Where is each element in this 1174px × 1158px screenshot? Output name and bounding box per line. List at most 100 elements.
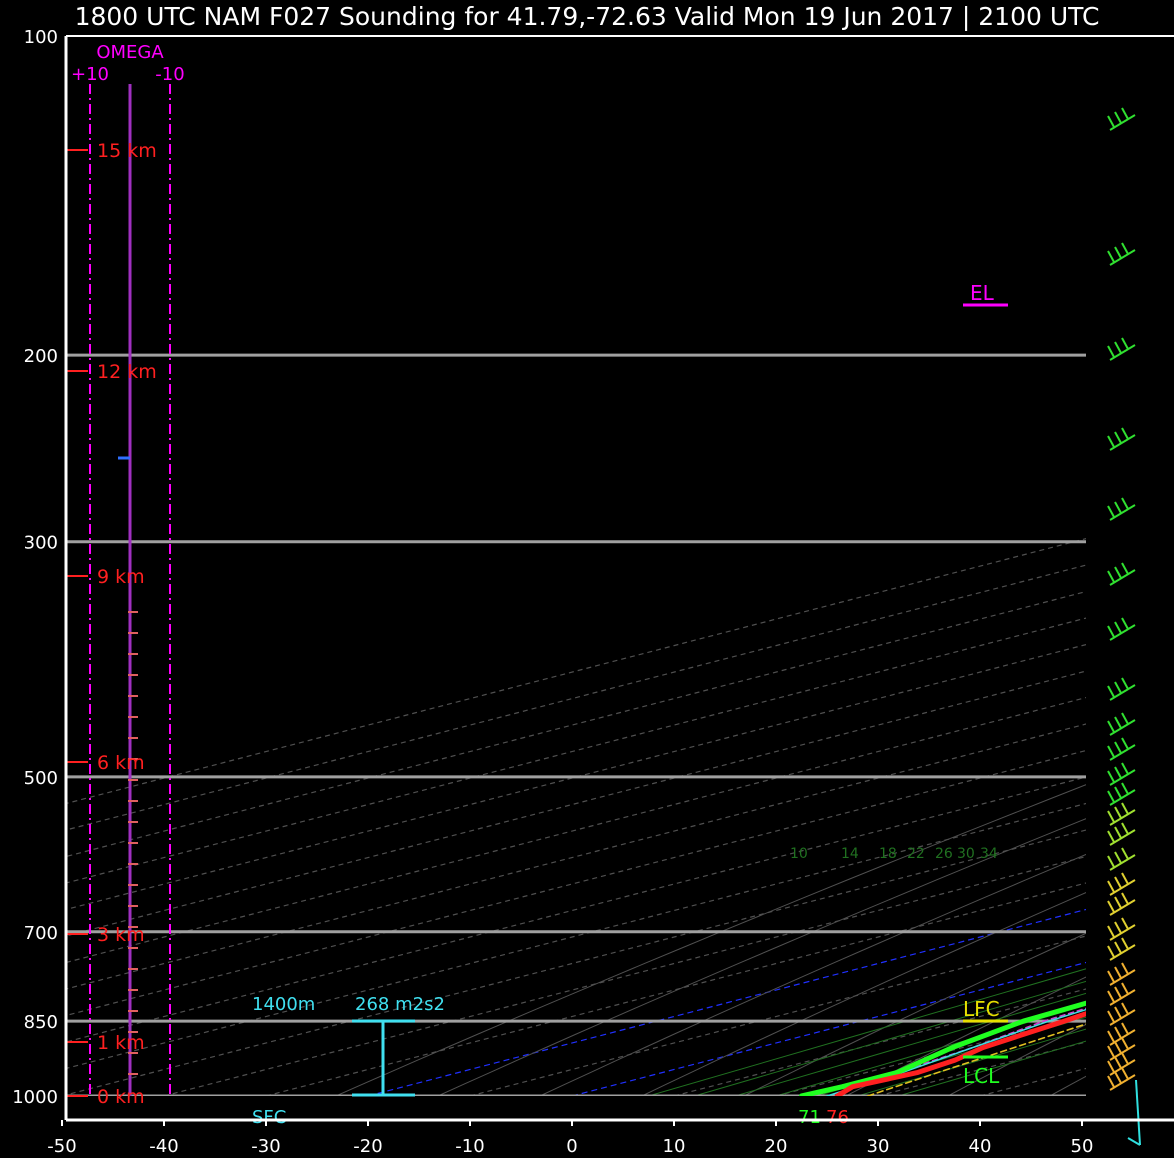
height-label: 0 km (97, 1086, 145, 1108)
dry-adiabat-line (946, 1023, 1086, 1096)
wind-barb (1107, 917, 1136, 941)
wind-barb (1107, 242, 1136, 266)
wind-barb (1107, 822, 1136, 846)
wind-barb (1107, 847, 1136, 871)
pressure-tick-label: 700 (24, 923, 58, 944)
temp-tick-label: 0 (566, 1136, 577, 1157)
annotations: EL LFC LCL 1400m 268 m2s2 SFC 71 76 (248, 281, 1008, 1128)
wind-barb (1107, 1037, 1136, 1061)
mixing-ratio-line (694, 980, 1086, 1096)
isotherm-line (66, 829, 1086, 1096)
dry-adiabat-line (844, 976, 1086, 1096)
mixing-ratio-line (775, 1004, 1086, 1096)
wind-barb (1107, 962, 1136, 986)
temp-tick-label: -40 (149, 1136, 178, 1157)
height-label: 1 km (97, 1032, 145, 1054)
mixing-ratio-line (648, 968, 1086, 1096)
wind-barb (1107, 872, 1136, 896)
mixing-ratio-line (898, 1040, 1086, 1096)
wind-barb (1107, 497, 1136, 521)
temp-tick-label: 50 (1071, 1136, 1094, 1157)
temperature-line (834, 1011, 1086, 1096)
temp-tick-label: 20 (765, 1136, 788, 1157)
isotherm-line (163, 855, 1086, 1096)
isotherm-line (469, 935, 1086, 1096)
pressure-tick-label: 200 (24, 346, 58, 367)
el-label: EL (970, 281, 995, 305)
mixing-ratio-label: 18 (879, 846, 897, 862)
lfc-label: LFC (963, 997, 1000, 1021)
wind-barb (1107, 1067, 1136, 1091)
wind-barb (1107, 892, 1136, 916)
wind-barb (1107, 1052, 1136, 1076)
isotherm-line (66, 776, 1086, 1043)
isotherm-line (1081, 1094, 1086, 1096)
dry-adiabat-line (742, 932, 1086, 1096)
background-lines: 10 14 18 22 26 30 34 (66, 353, 1086, 1096)
height-axis: 15 km 12 km 9 km 6 km 3 km 1 km 0 km (66, 140, 157, 1108)
isotherm-line (673, 988, 1086, 1096)
isotherm-line (66, 696, 1086, 964)
isotherm-line (66, 749, 1086, 1017)
wind-barb (1107, 107, 1136, 131)
temp-tick-label: -20 (353, 1136, 382, 1157)
wind-barb (1107, 677, 1136, 701)
mixing-ratio-label: 34 (980, 846, 998, 862)
wind-barb (1107, 982, 1136, 1006)
srh-depth-label: 1400m (252, 994, 315, 1015)
isotherm-line (66, 564, 1086, 831)
wind-barb (1107, 427, 1136, 451)
wind-barb (1107, 937, 1136, 961)
series-lines (799, 1000, 1086, 1096)
dry-adiabat-line (436, 818, 1086, 1096)
height-label: 15 km (97, 140, 157, 162)
mixing-ratio-line (857, 1028, 1086, 1096)
srh-bracket (352, 1019, 415, 1097)
wind-barbs (1107, 107, 1141, 1146)
wind-barb (1107, 737, 1136, 761)
height-label: 3 km (97, 924, 145, 946)
wind-barb (1107, 802, 1136, 826)
isotherm-line (66, 537, 1086, 805)
temp-tick-label: 40 (969, 1136, 992, 1157)
wind-barb (1107, 337, 1136, 361)
wind-barb (1107, 562, 1136, 586)
chart-title: 1800 UTC NAM F027 Sounding for 41.79,-72… (74, 2, 1100, 31)
height-label: 6 km (97, 752, 145, 774)
pressure-tick-label: 1000 (12, 1087, 58, 1108)
isotherm-line (367, 908, 1086, 1096)
pressure-tick-label: 850 (24, 1012, 58, 1033)
sfc-temp-label: 76 (826, 1107, 849, 1128)
omega-left-label: +10 (71, 64, 109, 85)
wind-barb (1107, 712, 1136, 736)
pressure-tick-label: 100 (24, 27, 58, 48)
height-label: 9 km (97, 566, 145, 588)
wind-barb (1107, 1002, 1136, 1026)
isotherm-line (66, 617, 1086, 884)
dewpoint-line (799, 1000, 1086, 1096)
isotherm-line (265, 882, 1086, 1096)
wind-barb (1107, 762, 1136, 786)
isotherm-line (66, 802, 1086, 1070)
isotherm-line (66, 590, 1086, 858)
temp-tick-label: -50 (47, 1136, 76, 1157)
temp-tick-label: 30 (867, 1136, 890, 1157)
dry-adiabat-line (1048, 1075, 1086, 1096)
temp-tick-label: -30 (251, 1136, 280, 1157)
wind-barb (1107, 1022, 1136, 1046)
dry-adiabat-line (538, 853, 1086, 1096)
mixing-ratio-label: 30 (957, 846, 975, 862)
axes: 100 200 300 500 700 850 1000 -50 -40 -30 -20 -10 0 10… (12, 27, 1174, 1157)
isotherm-line (66, 643, 1086, 911)
pressure-tick-label: 300 (24, 533, 58, 554)
temp-tick-label: 10 (663, 1136, 686, 1157)
temp-tick-label: -10 (455, 1136, 484, 1157)
mixing-ratio-line (816, 1016, 1086, 1096)
isotherm-line (877, 1041, 1086, 1096)
mixing-ratio-label: 10 (790, 846, 808, 862)
wind-barb (1107, 782, 1136, 806)
omega-panel: OMEGA+10 -10 (71, 42, 185, 1096)
height-label: 12 km (97, 361, 157, 383)
sfc-label: SFC (252, 1107, 286, 1128)
dry-adiabat-line (640, 892, 1086, 1096)
